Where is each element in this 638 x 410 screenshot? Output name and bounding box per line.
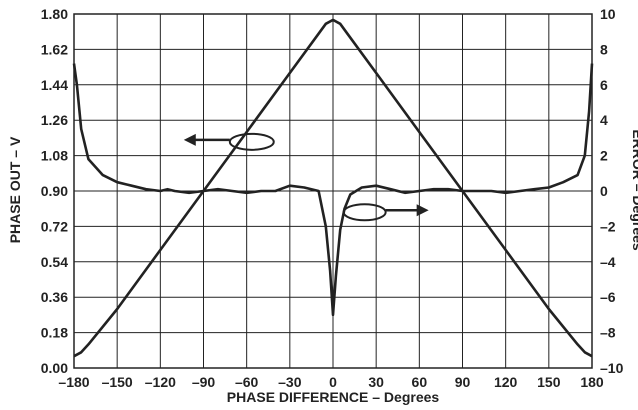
- y2-tick-label: –2: [600, 218, 616, 234]
- left-axis-marker-ellipse: [230, 134, 274, 150]
- x-tick-label: –60: [235, 374, 259, 390]
- x-tick-label: 0: [329, 374, 337, 390]
- y2-axis-label: ERROR – Degrees: [630, 129, 638, 251]
- y-tick-label: 1.80: [41, 6, 68, 22]
- y-tick-label: 0.54: [41, 254, 68, 270]
- x-tick-label: –150: [102, 374, 133, 390]
- right-axis-marker-ellipse: [344, 204, 386, 220]
- x-tick-label: 30: [368, 374, 384, 390]
- y-tick-label: 0.00: [41, 360, 68, 376]
- y-tick-label: 0.36: [41, 289, 68, 305]
- x-tick-label: 90: [455, 374, 471, 390]
- y2-tick-label: 0: [600, 183, 608, 199]
- y-tick-label: 0.18: [41, 325, 68, 341]
- annotations: [184, 134, 429, 220]
- y-tick-label: 1.44: [41, 77, 68, 93]
- x-tick-label: –120: [145, 374, 176, 390]
- y-tick-label: 1.08: [41, 148, 68, 164]
- y-axis-label: PHASE OUT – V: [7, 136, 23, 243]
- left-arrowhead: [184, 134, 196, 146]
- x-tick-label: –180: [58, 374, 89, 390]
- x-tick-label: 60: [412, 374, 428, 390]
- y2-tick-label: 6: [600, 77, 608, 93]
- right-arrowhead: [417, 204, 429, 216]
- y2-tick-label: 4: [600, 112, 608, 128]
- y-tick-label: 1.26: [41, 112, 68, 128]
- y2-tick-label: –6: [600, 289, 616, 305]
- y2-tick-label: –8: [600, 325, 616, 341]
- x-tick-label: –30: [278, 374, 302, 390]
- y-tick-label: 1.62: [41, 41, 68, 57]
- y-tick-label: 0.72: [41, 218, 68, 234]
- x-tick-label: 120: [494, 374, 518, 390]
- y-tick-label: 0.90: [41, 183, 68, 199]
- y2-tick-label: –10: [600, 360, 624, 376]
- y2-tick-label: 8: [600, 41, 608, 57]
- y2-tick-label: 10: [600, 6, 616, 22]
- y2-tick-label: –4: [600, 254, 616, 270]
- y2-tick-label: 2: [600, 148, 608, 164]
- x-tick-label: 150: [537, 374, 561, 390]
- x-tick-label: 180: [580, 374, 604, 390]
- x-tick-label: –90: [192, 374, 216, 390]
- x-axis-label: PHASE DIFFERENCE – Degrees: [227, 389, 440, 405]
